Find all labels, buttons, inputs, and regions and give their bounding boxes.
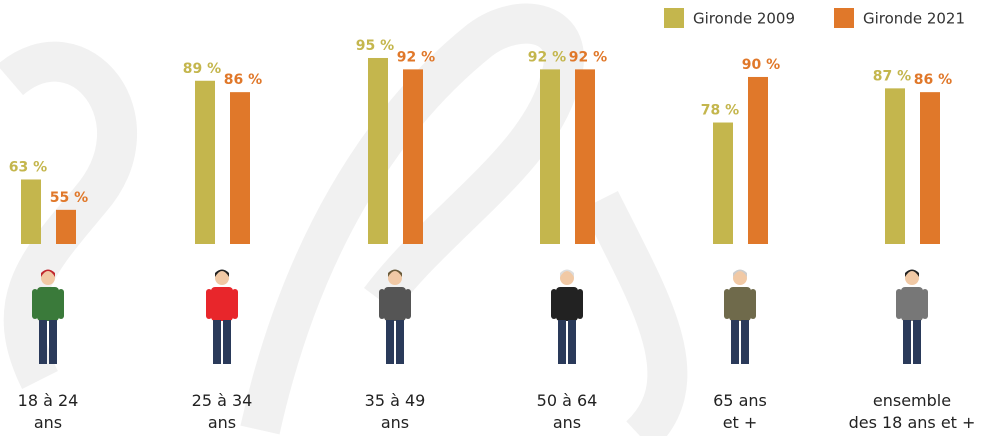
bar: [920, 92, 940, 244]
hair: [905, 269, 919, 277]
head: [41, 271, 55, 285]
head: [733, 271, 747, 285]
bar: [885, 88, 905, 244]
value-label: 87 %: [873, 68, 911, 84]
value-label: 95 %: [356, 38, 394, 54]
leg-l: [386, 320, 394, 364]
arm-l: [32, 289, 38, 319]
category-label: 25 à 34 ans: [191, 391, 253, 432]
head: [388, 271, 402, 285]
person-figure: [724, 269, 756, 364]
category-label: 35 à 49 ans: [364, 391, 426, 432]
person-figure: [551, 269, 583, 364]
bar: [195, 80, 215, 244]
value-label: 92 %: [528, 49, 566, 65]
arm-l: [551, 289, 557, 319]
bar: [403, 69, 423, 245]
arm-l: [896, 289, 902, 319]
head: [905, 271, 919, 285]
leg-l: [558, 320, 566, 364]
arm-r: [577, 289, 583, 319]
leg-l: [39, 320, 47, 364]
legend-swatch: [834, 8, 854, 28]
arm-r: [232, 289, 238, 319]
leg-r: [741, 320, 749, 364]
torso: [556, 287, 578, 321]
torso: [901, 287, 923, 321]
category-label: 65 ans et +: [713, 391, 767, 432]
arm-r: [58, 289, 64, 319]
value-label: 90 %: [742, 57, 780, 73]
hair: [388, 269, 402, 277]
legend-label: Gironde 2021: [863, 10, 965, 28]
person-figure: [379, 269, 411, 364]
torso: [729, 287, 751, 321]
person-figure: [32, 269, 64, 364]
legend-swatch: [664, 8, 684, 28]
hair: [215, 269, 229, 277]
value-label: 55 %: [50, 190, 88, 206]
head: [560, 271, 574, 285]
arm-r: [405, 289, 411, 319]
legend-label: Gironde 2009: [693, 10, 795, 28]
leg-r: [223, 320, 231, 364]
value-label: 63 %: [9, 159, 47, 175]
arm-r: [750, 289, 756, 319]
leg-l: [731, 320, 739, 364]
hair: [41, 269, 55, 277]
bar: [230, 92, 250, 244]
person-figure: [206, 269, 238, 364]
hair: [733, 269, 747, 277]
bar: [713, 122, 733, 244]
value-label: 86 %: [914, 72, 952, 88]
bar: [21, 179, 41, 244]
bar: [748, 76, 768, 245]
value-label: 78 %: [701, 103, 739, 119]
value-label: 92 %: [569, 49, 607, 65]
person-figure: [896, 269, 928, 364]
value-label: 92 %: [397, 49, 435, 65]
value-label: 89 %: [183, 61, 221, 77]
bar: [368, 57, 388, 245]
leg-r: [396, 320, 404, 364]
bar: [540, 69, 560, 245]
arm-l: [206, 289, 212, 319]
background-swirl: [0, 3, 688, 436]
leg-l: [213, 320, 221, 364]
bar: [575, 69, 595, 245]
arm-r: [922, 289, 928, 319]
arm-l: [379, 289, 385, 319]
leg-r: [49, 320, 57, 364]
torso: [384, 287, 406, 321]
bar: [56, 209, 76, 244]
leg-r: [913, 320, 921, 364]
torso: [37, 287, 59, 321]
arm-l: [724, 289, 730, 319]
leg-l: [903, 320, 911, 364]
category-label: ensemble des 18 ans et +: [848, 391, 976, 432]
torso: [211, 287, 233, 321]
leg-r: [568, 320, 576, 364]
hair: [560, 269, 574, 277]
head: [215, 271, 229, 285]
value-label: 86 %: [224, 72, 262, 88]
category-label: 50 à 64 ans: [536, 391, 598, 432]
category-label: 18 à 24 ans: [17, 391, 79, 432]
